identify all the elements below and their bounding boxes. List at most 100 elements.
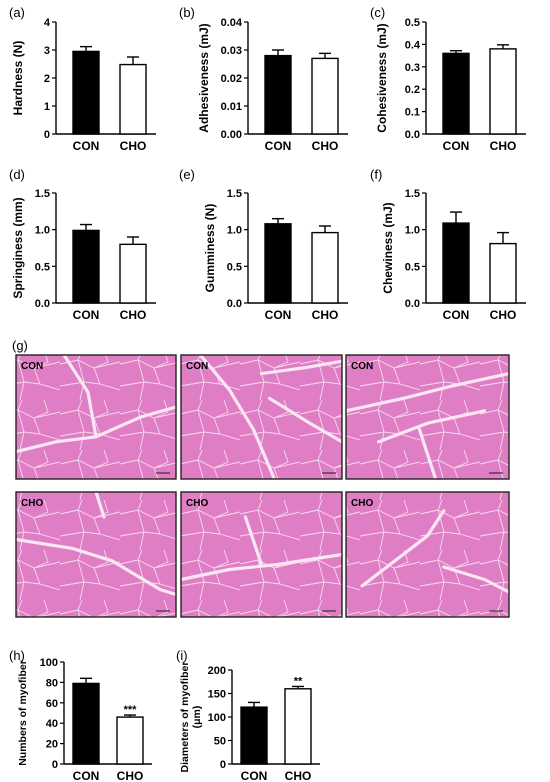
significance-marker: *** [124,704,138,716]
y-tick-label: 0.00 [221,129,242,141]
connective-tissue-gap [14,537,178,597]
y-tick-label: 1 [44,101,50,113]
y-tick-label: 1.0 [227,225,242,237]
y-tick-label: 0.2 [405,84,420,96]
panel-label-h: (h) [9,648,25,663]
bar-con [442,222,470,304]
y-tick-label: 50 [214,736,226,748]
y-tick-label: 60 [46,698,58,710]
bar-con [72,229,100,304]
bar-con [264,54,292,135]
y-tick-label: 1.5 [227,188,242,200]
connective-tissue-gap [94,490,106,519]
histology-image-cho: CHO [14,490,178,618]
category-label: CON [265,308,292,322]
bar-cho [489,242,517,304]
image-group-label: CHO [186,498,208,509]
y-tick-label: 0.0 [35,298,50,310]
category-label: CON [73,308,100,322]
y-tick-label: 0.3 [405,62,420,74]
panel-label-i: (i) [176,648,188,663]
y-axis-label: Cohesiveness (mJ) [375,23,389,132]
myofiber-texture [16,355,176,479]
chart-f: (f) 0.0 0.5 1.0 1.5 Chewiness (mJ) CON CHO [370,167,526,322]
histology-panel: (g) CON CON CON CHO CHO CHO [12,338,511,618]
image-border [180,491,343,618]
image-group-label: CON [186,361,208,372]
myofiber-texture [346,355,509,479]
myofiber-texture [181,492,342,617]
histology-image-cho: CHO [345,491,511,618]
bar-cho [489,48,517,135]
y-tick-label: 0.04 [221,17,243,29]
histology-image-con: CON [14,353,178,480]
y-axis-label: Springiness (mm) [11,197,25,298]
connective-tissue-gap [344,372,511,413]
image-border [345,354,510,480]
significance-marker: ** [294,675,303,687]
connective-tissue-gap [377,409,487,444]
y-tick-label: 1.5 [35,188,50,200]
histology-image-con: CON [344,354,511,481]
y-tick-label: 2 [44,73,50,85]
connective-tissue-gap [62,353,98,439]
y-tick-label: 0 [44,129,50,141]
category-label: CON [443,308,470,322]
connective-tissue-gap [243,515,264,567]
category-label: CHO [285,769,312,782]
histology-image-con: CON [180,353,344,481]
y-tick-label: 0 [52,759,58,771]
category-label: CHO [490,308,517,322]
y-tick-label: 1.0 [35,225,50,237]
panel-label-c: (c) [370,5,385,20]
category-label: CON [73,139,100,153]
connective-tissue-gap [417,427,438,481]
chart-c: (c) 0.0 0.1 0.2 0.3 0.4 0.5 Cohesiveness (mJ) CO… [370,5,526,153]
chart-d: (d) 0.0 0.5 1.0 1.5 Springiness (mm) CON CHO [9,167,156,322]
y-tick-label: 0.5 [405,261,420,273]
y-tick-label: 0.5 [405,17,420,29]
y-tick-label: 1.0 [405,225,420,237]
connective-tissue-gap [198,353,276,481]
histology-image-cho: CHO [179,491,344,618]
category-label: CON [265,139,292,153]
myofiber-texture [346,492,509,617]
image-border [180,354,343,480]
y-tick-label: 0.1 [405,107,420,119]
bar-cho [116,716,144,765]
connective-tissue-gap [268,396,344,444]
bar-con [442,52,470,135]
category-label: CHO [117,769,144,782]
category-label: CHO [312,139,339,153]
y-axis-label: Adhesiveness (mJ) [197,23,211,132]
panel-label-f: (f) [370,167,382,182]
y-tick-label: 0.4 [405,39,421,51]
bar-con [72,50,100,135]
image-group-label: CHO [351,498,373,509]
y-axis-unit: (μm) [191,706,203,729]
y-tick-label: 0.5 [35,261,50,273]
y-axis-label: Diameters of myofiber [179,662,191,773]
myofiber-texture [181,355,342,479]
chart-e: (e) 0.0 0.5 1.0 1.5 Gumminess (N) CON CHO [179,167,348,322]
y-tick-label: 0.0 [405,298,420,310]
bar-cho [284,688,312,765]
category-label: CON [241,769,268,782]
y-axis-label: Numbers of myofiber [17,660,29,766]
y-axis-label: Gumminess (N) [203,204,217,293]
panel-label-g: (g) [12,338,28,353]
bar-cho [311,231,339,304]
category-label: CHO [312,308,339,322]
y-tick-label: 200 [208,665,226,677]
image-group-label: CON [351,361,373,372]
y-tick-label: 1.5 [405,188,420,200]
category-label: CON [443,139,470,153]
connective-tissue-gap [442,565,511,594]
y-tick-label: 40 [46,718,58,730]
panel-label-d: (d) [9,167,25,182]
connective-tissue-gap [259,359,344,376]
y-tick-label: 3 [44,45,50,57]
y-axis-label: Chewiness (mJ) [381,202,395,293]
